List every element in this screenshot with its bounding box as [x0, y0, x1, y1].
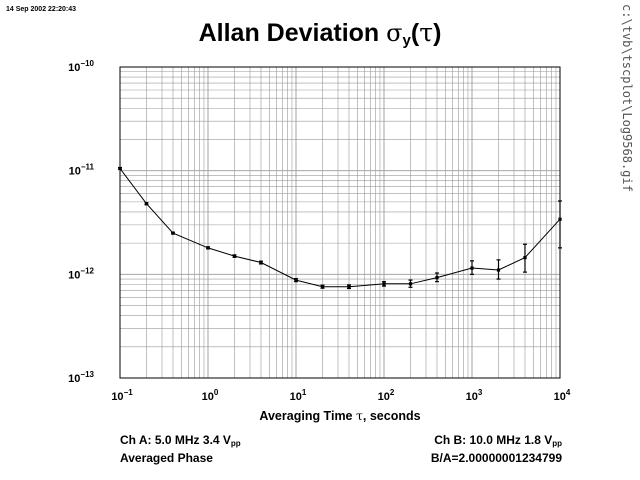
y-tick-exponent: −10	[80, 59, 94, 68]
y-tick-base: 10	[68, 373, 80, 385]
x-tick-label: 100	[202, 388, 219, 403]
series-line	[119, 168, 561, 288]
channel-b-text: Ch B: 10.0 MHz 1.8 V	[434, 433, 553, 447]
y-tick-label: 10−11	[69, 163, 95, 178]
data-series	[118, 166, 562, 290]
x-tick-base: 10	[554, 391, 566, 403]
y-tick-label: 10−12	[68, 266, 94, 281]
title-tau: τ	[419, 18, 434, 47]
channel-b-subscript: pp	[552, 439, 562, 448]
channel-b-line: Ch B: 10.0 MHz 1.8 Vpp	[431, 433, 562, 451]
data-point	[259, 260, 263, 265]
timestamp: 14 Sep 2002 22:20:43	[6, 6, 77, 13]
chart-title: Allan Deviation σy(τ)	[0, 18, 640, 49]
channel-a-text: Ch A: 5.0 MHz 3.4 V	[120, 433, 231, 447]
x-tick-label: 102	[378, 388, 395, 403]
data-point	[496, 268, 501, 272]
data-point	[435, 276, 439, 280]
title-subscript: y	[402, 32, 411, 49]
x-tick-label: 10−1	[111, 388, 133, 403]
x-tick-exponent: 2	[390, 388, 395, 397]
y-tick-exponent: −12	[80, 266, 94, 275]
x-tick-exponent: −1	[124, 388, 134, 397]
chart-grid	[120, 67, 560, 378]
x-tick-base: 10	[378, 391, 390, 403]
y-tick-exponent: −11	[81, 163, 95, 172]
y-tick-base: 10	[68, 62, 80, 74]
data-point	[382, 282, 386, 286]
x-axis-label: Averaging Time τ, seconds	[0, 408, 640, 423]
x-tick-exponent: 0	[214, 388, 219, 397]
plot-frame	[119, 66, 561, 379]
channel-a-info: Ch A: 5.0 MHz 3.4 Vpp Averaged Phase	[120, 433, 241, 466]
data-point	[558, 217, 562, 221]
x-tick-base: 10	[111, 391, 123, 403]
x-axis-label-pre: Averaging Time	[259, 409, 356, 423]
title-paren-close: )	[433, 19, 442, 47]
data-point	[470, 266, 474, 270]
x-axis-label-post: , seconds	[362, 409, 421, 423]
x-tick-base: 10	[290, 391, 302, 403]
data-point	[523, 256, 527, 260]
x-axis-label-tau: τ	[355, 408, 363, 423]
data-point	[118, 166, 122, 171]
x-tick-label: 101	[290, 388, 307, 403]
x-tick-exponent: 4	[566, 388, 571, 397]
data-point	[408, 282, 413, 286]
title-sigma: σ	[386, 19, 403, 47]
y-tick-exponent: −13	[80, 370, 94, 379]
y-tick-label: 10−10	[68, 59, 94, 74]
ratio-text: B/A=2.00000001234799	[430, 451, 562, 465]
x-tick-base: 10	[466, 391, 478, 403]
x-tick-exponent: 3	[478, 388, 483, 397]
data-point	[294, 278, 298, 282]
data-point	[144, 202, 149, 206]
data-point	[320, 285, 325, 289]
data-point	[206, 246, 210, 250]
mode-text: Averaged Phase	[120, 451, 213, 465]
channel-a-subscript: pp	[230, 439, 241, 448]
title-paren-open: (	[410, 19, 420, 47]
channel-b-info: Ch B: 10.0 MHz 1.8 Vpp B/A=2.00000001234…	[431, 433, 562, 466]
data-point	[347, 285, 351, 289]
data-point	[232, 254, 237, 258]
y-tick-base: 10	[69, 166, 81, 178]
channel-a-line: Ch A: 5.0 MHz 3.4 Vpp	[120, 433, 241, 451]
title-main: Allan Deviation	[198, 19, 387, 47]
x-tick-label: 104	[554, 388, 571, 403]
data-point	[171, 231, 175, 235]
y-tick-base: 10	[68, 269, 80, 281]
x-tick-exponent: 1	[302, 388, 307, 397]
x-tick-label: 103	[466, 388, 483, 403]
y-tick-label: 10−13	[68, 370, 94, 385]
x-tick-base: 10	[202, 391, 214, 403]
